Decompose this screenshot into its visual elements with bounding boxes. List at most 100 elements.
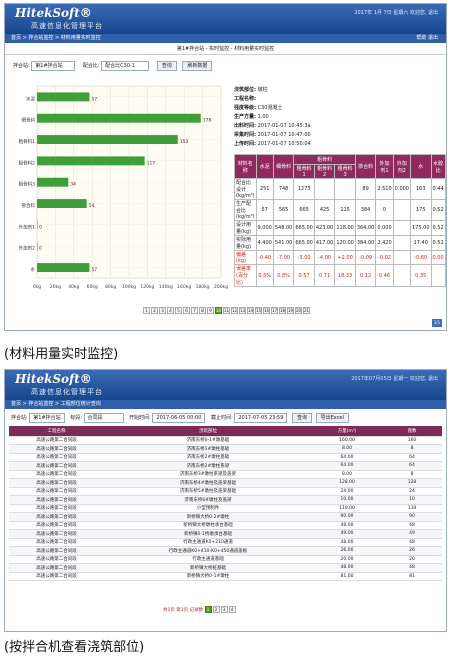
- filter-bar: 拌合站: 第1#拌合站 标段: 合同段 开始时间: 2017-06-05 00:…: [11, 413, 349, 423]
- table-cell: 565: [272, 199, 295, 221]
- export-button[interactable]: 导出Excel: [315, 413, 349, 423]
- page-button[interactable]: 14: [247, 307, 254, 314]
- section-select[interactable]: 合同段: [83, 413, 124, 423]
- table-row: 设计用量(kg) 9.000 548.00 665.00 423.00 118.00 364…: [234, 220, 446, 236]
- page-button[interactable]: 15: [255, 307, 262, 314]
- table-cell: 济南东桥4#墩柱及盖梁基础: [104, 478, 312, 488]
- table-row[interactable]: 高速公路第二合同段 济南东桥2#墩柱系梁 64.00 64: [9, 461, 442, 471]
- table-row[interactable]: 高速公路第二合同段 济南东桥0-1#墩基础 160.00 160: [9, 436, 442, 445]
- table-cell: 高速公路第二合同段: [9, 495, 104, 505]
- station-select[interactable]: 第1#拌合站: [31, 61, 76, 71]
- table-cell: 0.00: [430, 250, 446, 265]
- page-button[interactable]: 3: [159, 307, 166, 314]
- page-button[interactable]: 1: [143, 307, 150, 314]
- query-button[interactable]: 查询: [292, 413, 313, 423]
- nav-right-links[interactable]: 帮助 退出: [416, 35, 438, 41]
- bar-value-label: 117: [147, 160, 156, 166]
- table-cell: 行政主通道K0+410-K0+450通道盖板: [104, 546, 312, 556]
- table-cell: [334, 178, 356, 200]
- page-button[interactable]: 17: [271, 307, 278, 314]
- page-button[interactable]: 19: [287, 307, 294, 314]
- table-row[interactable]: 高速公路第二合同段 新桥镇大桥桩基础 48.00 48: [9, 563, 442, 573]
- page-button[interactable]: 2: [212, 606, 220, 613]
- end-date-input[interactable]: 2017-07-05 23:59: [234, 413, 288, 423]
- table-row[interactable]: 高速公路第二合同段 新桥镇大桥0-2#墩柱 90.00 90: [9, 512, 442, 522]
- table-cell: 济南东桥3#墩柱系梁及盖梁: [104, 470, 312, 479]
- x-tick-label: 80kg: [105, 284, 116, 290]
- mix-select[interactable]: 配合比C30-1: [101, 61, 150, 71]
- page-button[interactable]: 7: [191, 307, 198, 314]
- bar: [37, 156, 145, 166]
- page-button[interactable]: 20: [295, 307, 302, 314]
- table-row[interactable]: 高速公路第二合同段 行政主通道K0+210通道 48.00 48: [9, 538, 442, 547]
- col-header: 水泥: [255, 154, 274, 179]
- table-cell: 高速公路第二合同段: [9, 444, 104, 454]
- table-cell: 175.00: [410, 220, 432, 236]
- table-cell: 10: [382, 495, 442, 505]
- table-cell: 行政主通道基础: [104, 555, 312, 564]
- table-row[interactable]: 高速公路第二合同段 济南东桥1#墩柱基础 8.00 8: [9, 444, 442, 454]
- x-tick-label: 0kg: [33, 284, 41, 290]
- page-button[interactable]: 16: [263, 307, 270, 314]
- table-row[interactable]: 高速公路第二合同段 行政主通道基础 20.00 20: [9, 555, 442, 564]
- table-cell: 高速公路第二合同段: [9, 538, 104, 547]
- page-button[interactable]: 8: [199, 307, 206, 314]
- page-button[interactable]: 6: [183, 307, 190, 314]
- start-date-input[interactable]: 2017-06-05 00:00: [152, 413, 206, 423]
- table-cell: 384.00: [354, 235, 377, 251]
- header-user-info[interactable]: 2017年 1月 7日 星期六 欢迎您, 退出: [354, 10, 438, 16]
- table-row[interactable]: 高速公路第二合同段 小型预制件 119.00 119: [9, 504, 442, 513]
- table-row[interactable]: 高速公路第二合同段 济南东桥6#墩柱及盖梁 10.00 10: [9, 495, 442, 505]
- table-row[interactable]: 高速公路第二合同段 新桥镇大桥0-1#墩柱 81.00 81: [9, 572, 442, 581]
- page-button[interactable]: 10: [215, 307, 222, 314]
- table-cell: 1273: [293, 178, 315, 200]
- page-button[interactable]: 13: [239, 307, 246, 314]
- corner-badge[interactable]: 1/1: [432, 319, 442, 327]
- table-row[interactable]: 高速公路第二合同段 济南东桥3#墩柱系梁及盖梁 8.00 8: [9, 470, 442, 479]
- info-row: 强度等级: C30混凝土: [234, 105, 283, 111]
- table-cell: 160: [382, 436, 442, 445]
- bar-value-label: 153: [180, 139, 189, 145]
- table-row[interactable]: 高速公路第二合同段 新桥镇0-1桥墩承台基础 49.00 49: [9, 529, 442, 539]
- table-row[interactable]: 高速公路第二合同段 行政主通道K0+410-K0+450通道盖板 26.00 26: [9, 546, 442, 556]
- breadcrumb-path[interactable]: 首页 > 拌合站监控 > 工程部位统计查询: [11, 401, 101, 407]
- table-cell: 665.00: [293, 220, 315, 236]
- table-cell: 118.00: [334, 220, 356, 236]
- page-button[interactable]: 12: [231, 307, 238, 314]
- table-cell: 175: [410, 199, 432, 221]
- page-button[interactable]: 5: [175, 307, 182, 314]
- table-row[interactable]: 高速公路第二合同段 济南东桥4#墩柱及盖梁基础 128.00 128: [9, 478, 442, 488]
- header-user-info[interactable]: 2017年07月05日 星期一 欢迎您, 退出: [351, 376, 438, 382]
- page-button[interactable]: 4: [228, 606, 236, 613]
- col-header: 工程名称: [9, 426, 104, 437]
- table-row[interactable]: 高速公路第二合同段 新桥镇大桥墩柱承台基础 48.00 48: [9, 521, 442, 530]
- row-label: 实际用量(kg): [234, 235, 257, 251]
- table-cell: 364.00: [354, 220, 377, 236]
- table-row[interactable]: 高速公路第二合同段 济南东桥5#墩柱及盖梁基础 24.00 24: [9, 487, 442, 496]
- x-tick-label: 60kg: [87, 284, 98, 290]
- table-cell: 高速公路第二合同段: [9, 529, 104, 539]
- refresh-button[interactable]: 刷新数据: [182, 61, 213, 71]
- table-cell: 新桥镇大桥0-1#墩柱: [104, 572, 312, 581]
- table-row[interactable]: 高速公路第二合同段 济南东桥2#墩柱基础 64.00 64: [9, 453, 442, 462]
- page-button[interactable]: 9: [207, 307, 214, 314]
- station-select[interactable]: 第1#拌合站: [29, 413, 65, 423]
- bar-value-label: 57: [91, 267, 97, 273]
- x-tick-label: 20kg: [50, 284, 61, 290]
- page-button[interactable]: 11: [223, 307, 230, 314]
- page-button[interactable]: 21: [303, 307, 310, 314]
- bar-value-label: 0: [39, 246, 42, 252]
- page-button[interactable]: 1: [204, 606, 212, 613]
- table-cell: 57: [255, 199, 274, 221]
- breadcrumb-path[interactable]: 首页 > 拌合站监控 > 材料用量实时监控: [11, 35, 101, 41]
- table-cell: 高速公路第二合同段: [9, 504, 104, 513]
- page-button[interactable]: 4: [167, 307, 174, 314]
- page-button[interactable]: 2: [151, 307, 158, 314]
- page-button[interactable]: 3: [220, 606, 228, 613]
- mix-label: 配合比:: [82, 63, 100, 69]
- query-button[interactable]: 查询: [156, 61, 177, 71]
- table-cell: 8: [382, 444, 442, 454]
- page-button[interactable]: 18: [279, 307, 286, 314]
- table-cell: 高速公路第二合同段: [9, 572, 104, 581]
